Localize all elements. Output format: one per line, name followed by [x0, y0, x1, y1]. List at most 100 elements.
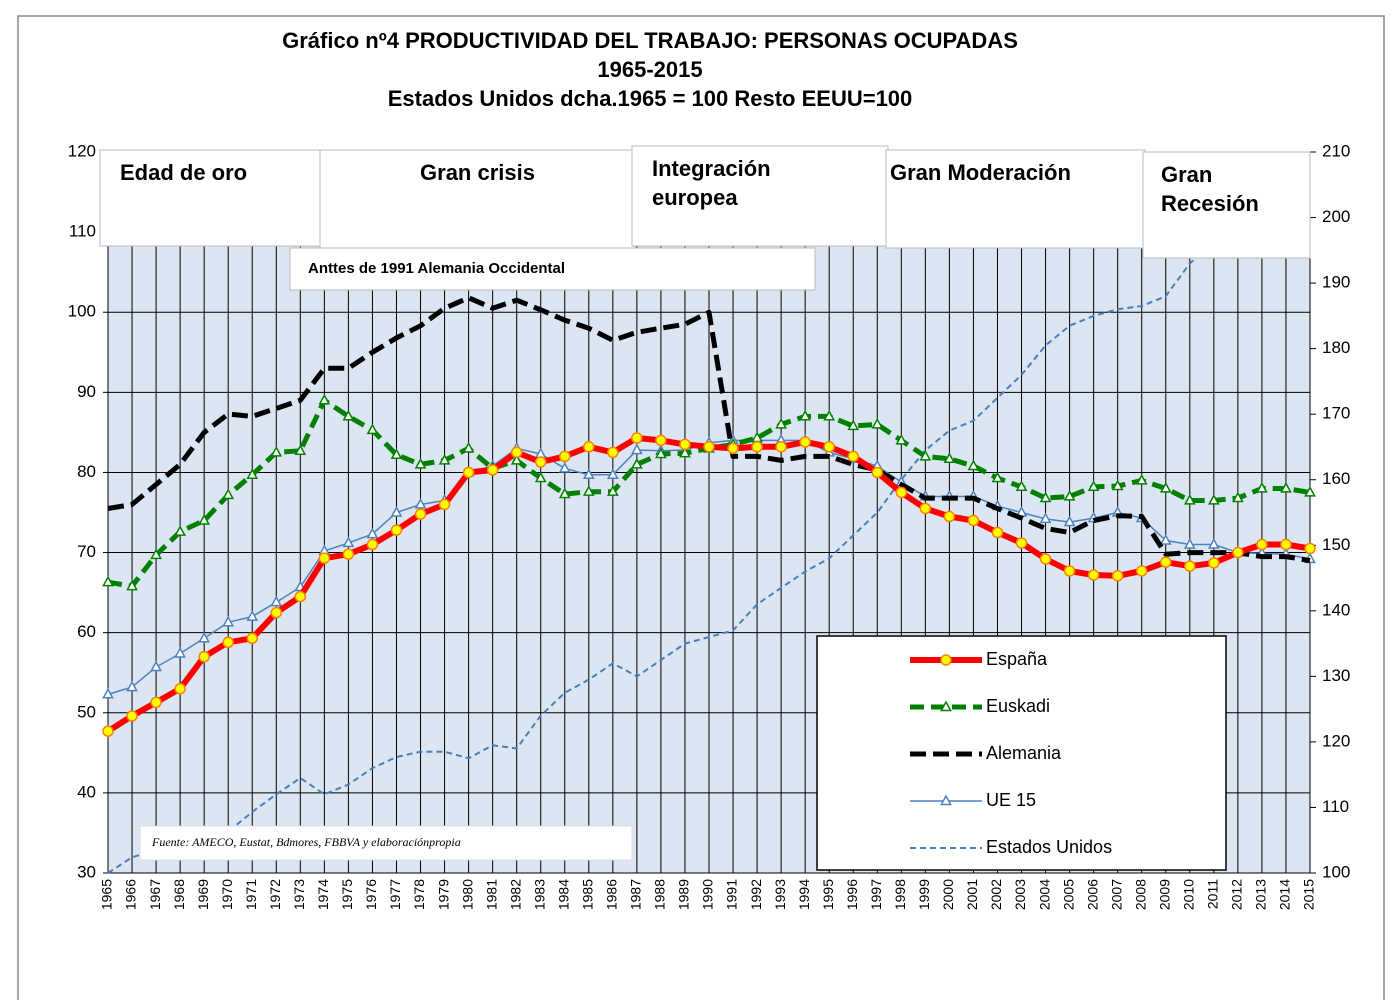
- data-point: [174, 646, 186, 658]
- data-point: [943, 452, 956, 464]
- data-point: [582, 468, 595, 480]
- data-point: [1304, 542, 1316, 555]
- data-point: [727, 442, 739, 455]
- y-tick-label: 60: [77, 622, 96, 641]
- y-tick-label: 70: [77, 542, 96, 561]
- x-tick-label: 1967: [147, 879, 163, 910]
- x-tick-label: 1985: [580, 879, 596, 910]
- x-tick-label: 2005: [1060, 879, 1076, 910]
- data-point: [775, 441, 787, 453]
- x-tick-label: 2013: [1253, 879, 1269, 910]
- x-tick-label: 1977: [387, 879, 403, 910]
- y-tick-label: 110: [69, 222, 96, 241]
- data-point: [606, 485, 619, 496]
- data-point: [606, 468, 619, 480]
- data-point: [1183, 538, 1196, 549]
- legend: [816, 635, 1227, 871]
- legend-marker: [940, 654, 952, 666]
- data-point: [150, 696, 162, 709]
- y-tick-label: 40: [77, 782, 96, 801]
- data-point: [438, 498, 451, 511]
- data-point: [582, 485, 595, 496]
- x-tick-label: 2012: [1229, 879, 1245, 910]
- data-point: [534, 456, 547, 468]
- y-tick-label: 80: [77, 462, 96, 481]
- data-point: [967, 459, 980, 471]
- data-point: [583, 441, 595, 453]
- period-label: Gran: [1161, 162, 1212, 187]
- data-point: [1063, 565, 1076, 577]
- data-point: [366, 538, 379, 551]
- data-point: [631, 443, 643, 455]
- data-point: [1232, 491, 1244, 503]
- data-point: [919, 449, 932, 461]
- y-tick-label: 90: [77, 382, 96, 401]
- data-point: [414, 497, 427, 509]
- data-point: [1280, 481, 1292, 493]
- x-tick-label: 1997: [868, 879, 884, 910]
- data-point: [1183, 493, 1196, 505]
- period-label: Integración: [652, 156, 771, 181]
- data-point: [198, 513, 211, 525]
- x-tick-label: 1975: [339, 879, 355, 910]
- x-tick-label: 1971: [243, 879, 259, 910]
- data-point: [1063, 489, 1076, 501]
- x-tick-label: 1987: [628, 879, 644, 910]
- x-tick-label: 1999: [916, 879, 932, 910]
- data-point: [1135, 473, 1148, 485]
- x-tick-label: 1998: [892, 879, 908, 910]
- data-point: [222, 636, 234, 649]
- legend-label: Euskadi: [986, 696, 1050, 716]
- data-point: [342, 536, 355, 548]
- series-line: [107, 295, 1311, 564]
- x-tick-label: 1980: [459, 879, 475, 910]
- data-point: [655, 434, 667, 447]
- data-point: [871, 417, 884, 429]
- data-point: [1160, 556, 1172, 568]
- data-point: [1184, 560, 1196, 572]
- chart-title: Gráfico nº4 PRODUCTIVIDAD DEL TRABAJO: P…: [282, 28, 1018, 53]
- x-tick-label: 2007: [1108, 879, 1124, 910]
- x-tick-label: 1988: [652, 879, 668, 910]
- data-point: [1207, 493, 1220, 505]
- y2-tick-label: 210: [1322, 141, 1350, 160]
- data-point: [1207, 538, 1220, 549]
- data-point: [270, 445, 283, 457]
- data-point: [126, 579, 138, 591]
- data-point: [1111, 479, 1124, 491]
- x-tick-label: 1996: [844, 879, 860, 910]
- period-label: Recesión: [1161, 191, 1259, 216]
- data-point: [1304, 485, 1316, 497]
- x-tick-label: 1992: [748, 879, 764, 910]
- y2-tick-label: 130: [1322, 666, 1350, 685]
- data-point: [823, 441, 835, 453]
- period-label: Gran Moderación: [890, 160, 1071, 185]
- y2-tick-label: 120: [1322, 731, 1350, 750]
- period-label: Gran crisis: [420, 160, 535, 185]
- period-box: [319, 149, 636, 251]
- x-tick-label: 1968: [171, 879, 187, 910]
- y2-tick-label: 140: [1322, 600, 1350, 619]
- data-point: [799, 436, 811, 448]
- data-point: [174, 682, 186, 695]
- source: Fuente: AMECO, Eustat, Bdmores, FBBVA y …: [151, 835, 461, 849]
- x-tick-label: 2008: [1132, 879, 1148, 910]
- data-point: [1087, 569, 1100, 581]
- data-point: [222, 615, 235, 627]
- y2-tick-label: 160: [1322, 469, 1350, 488]
- x-tick-label: 1974: [315, 879, 331, 910]
- data-point: [1039, 512, 1052, 524]
- data-point: [366, 423, 379, 435]
- data-point: [655, 447, 667, 459]
- data-point: [102, 687, 114, 699]
- data-point: [1159, 534, 1172, 545]
- legend-marker: [940, 700, 952, 712]
- data-point: [510, 446, 523, 459]
- data-point: [1015, 480, 1028, 492]
- y2-tick-label: 170: [1322, 404, 1350, 423]
- data-point: [294, 590, 307, 603]
- data-point: [318, 393, 331, 405]
- data-point: [438, 453, 451, 465]
- data-point: [1232, 546, 1244, 559]
- x-tick-label: 1983: [531, 879, 547, 910]
